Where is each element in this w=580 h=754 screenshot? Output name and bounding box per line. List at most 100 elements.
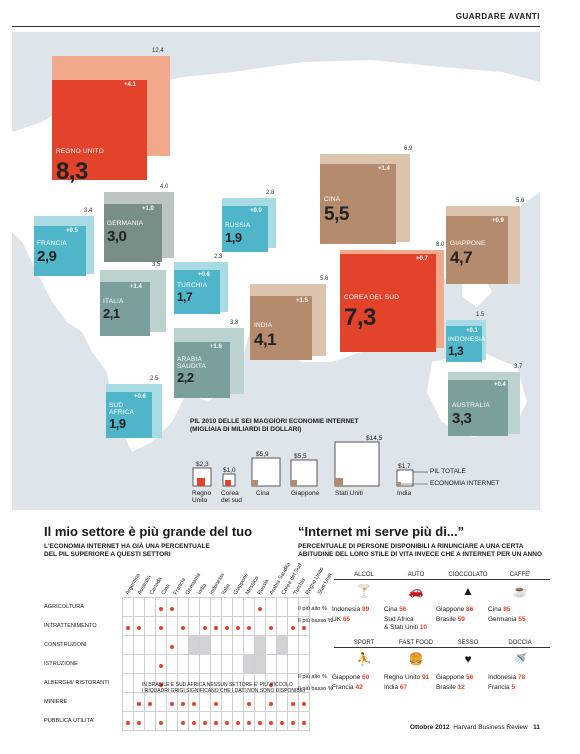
habit-low-value: 12 (457, 684, 465, 691)
sector-cell (264, 597, 277, 617)
sector-cell (165, 654, 178, 674)
sector-cell (143, 654, 156, 674)
habit-low: Francia 5 (488, 684, 515, 692)
habit-category: CAFFE' (490, 572, 550, 580)
sector-cell (143, 635, 156, 655)
sector-cell (231, 635, 244, 655)
delta-label: +1.4 (378, 166, 390, 172)
marker-dot (169, 607, 174, 611)
sector-cell (297, 711, 310, 731)
country-name: SUD AFRICA (109, 402, 135, 416)
habit-low: India 67 (384, 684, 407, 692)
world-map: 12.4 +4.1 REGNO UNITO 8,3 3.4 +0.5 FRANC… (12, 32, 540, 510)
delta-label: +0.9 (492, 218, 504, 224)
pct-label: 3.8 (230, 320, 239, 326)
country-value: 7,3 (344, 304, 376, 331)
marker-dot (180, 721, 185, 725)
sector-row-label: CONSTRUZIONI (44, 642, 87, 648)
habit-title: AUTO (386, 572, 446, 580)
legend-label: Cina (256, 490, 270, 497)
sector-row-label: MINIERE (44, 699, 68, 705)
habit-low: Germania 55 (488, 616, 526, 624)
sector-cell (176, 692, 189, 712)
pct-label: 2.8 (266, 190, 275, 196)
sector-cell (187, 692, 200, 712)
habit-icon: 🚿 (512, 652, 528, 666)
marker-dot (158, 607, 163, 611)
country-value: 1,7 (177, 290, 193, 304)
sector-cell (187, 654, 200, 674)
habit-high: Giappone 60 (332, 674, 369, 682)
sector-cell (275, 711, 288, 731)
sector-cell (143, 616, 156, 636)
delta-label: +0.1 (466, 328, 478, 334)
sector-cell (275, 597, 288, 617)
delta-label: +1.0 (142, 206, 154, 212)
marker-dot (191, 702, 196, 706)
sector-cell (209, 616, 222, 636)
marker-dot (235, 626, 240, 630)
marker-dot (158, 664, 163, 668)
habit-high-value: 91 (421, 674, 430, 681)
legend-label: Regno Unito (192, 490, 212, 504)
pct-label: 2.3 (214, 254, 223, 260)
delta-label: +0.9 (250, 208, 262, 214)
habit-icon: 🍔 (408, 652, 424, 666)
row-label-high: Il più alto % (298, 606, 327, 612)
legend-label: Giappone (291, 490, 320, 497)
habit-high-country: Regno Unito (384, 674, 421, 681)
sector-cell (253, 597, 266, 617)
marker-dot (136, 626, 141, 630)
sector-cell (132, 654, 145, 674)
habit-low: Francia 42 (332, 684, 363, 692)
country-value: 8,3 (56, 158, 88, 185)
pct-label: 3.5 (152, 262, 161, 268)
country-name: TURCHIA (177, 282, 208, 289)
marker-dot (301, 721, 306, 725)
pct-label: 2.5 (150, 376, 159, 382)
legend-title-line1: PIL 2010 DELLE SEI MAGGIORI ECONOMIE INT… (190, 418, 359, 425)
legend-value: $1,0 (223, 467, 236, 474)
pct-label: 12.4 (152, 48, 164, 54)
sector-cell (264, 692, 277, 712)
habit-high-country: Giappone (332, 674, 361, 681)
sector-cell (231, 711, 244, 731)
marker-dot (246, 626, 251, 630)
sector-cell (121, 597, 134, 617)
country-name: GERMANIA (107, 220, 144, 227)
marker-dot (268, 683, 273, 687)
sector-cell (165, 711, 178, 731)
habit-low-country: Francia (332, 684, 354, 691)
pct-label: 4.0 (160, 184, 169, 190)
legend-value: $1,7 (398, 463, 411, 470)
habit-title: DOCCIA (490, 640, 550, 648)
pct-label: 3.7 (514, 364, 523, 370)
sector-cell (132, 711, 145, 731)
delta-label: +1.6 (210, 344, 222, 350)
habit-low-value: 67 (399, 684, 408, 691)
sector-cell (187, 616, 200, 636)
sector-cell (253, 654, 266, 674)
marker-dot (224, 721, 229, 725)
country-value: 4,1 (254, 330, 277, 349)
habits-subtitle-line2: ABITUDINE DEL LORO STILE DI VITA INVECE … (298, 551, 543, 558)
habit-low-country: UK (332, 616, 342, 623)
habit-high: Giappone 56 (436, 674, 473, 682)
marker-dot (257, 607, 262, 611)
legend-key-total: PIL TOTALE (430, 468, 466, 475)
row-label-low: Il più basso % (298, 686, 333, 692)
habit-low-country: Francia (488, 684, 510, 691)
sector-cell (264, 711, 277, 731)
sector-cell (165, 597, 178, 617)
sector-cell (121, 692, 134, 712)
sector-cell (121, 711, 134, 731)
legend-label: India (397, 490, 412, 497)
marker-dot (125, 626, 130, 630)
footer-month: Ottobre 2012 (409, 724, 450, 731)
sector-column-header: Italia (220, 582, 232, 596)
sector-row-label: ALBERGHI/ RISTORANTI (44, 680, 110, 686)
sector-subtitle: L'ECONOMIA INTERNET HA GIÀ UNA PERCENTUA… (44, 543, 294, 559)
sector-cell (297, 654, 310, 674)
marker-dot (180, 626, 185, 630)
legend-title-line2: (MIGLIAIA DI MILIARDI DI DOLLARI) (190, 426, 302, 433)
